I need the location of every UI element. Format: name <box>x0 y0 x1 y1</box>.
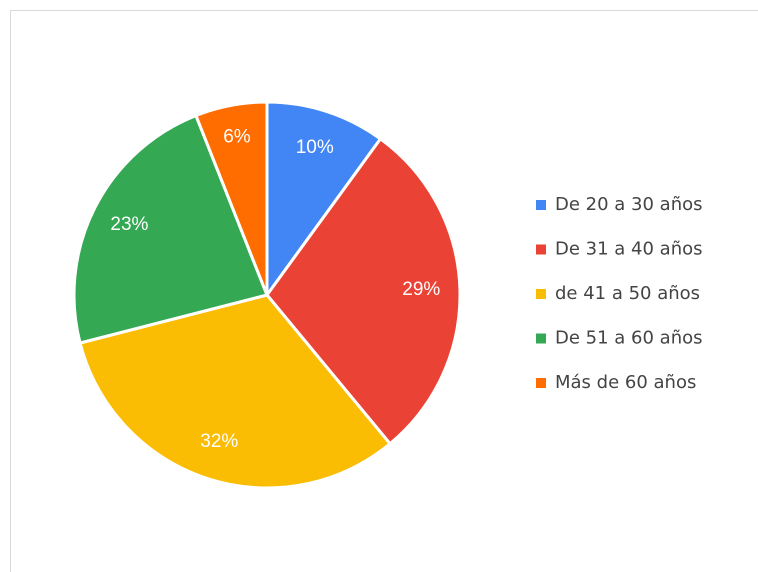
pie-slice <box>265 136 462 446</box>
legend-swatch <box>536 378 546 388</box>
legend-swatch <box>536 200 546 210</box>
legend-label: De 20 a 30 años <box>555 194 703 215</box>
pie-slice <box>72 113 270 345</box>
data-label: 10% <box>296 137 334 158</box>
data-label: 29% <box>402 279 440 300</box>
legend-label: De 51 a 60 años <box>555 328 703 349</box>
legend-swatch <box>536 244 546 255</box>
pie-slice <box>194 100 269 296</box>
data-label: 32% <box>200 431 238 452</box>
legend-label: De 31 a 40 años <box>555 239 703 260</box>
data-label: 23% <box>110 214 148 235</box>
data-label: 6% <box>223 127 251 148</box>
legend-label: Más de 60 años <box>555 372 696 393</box>
legend-label: de 41 a 50 años <box>555 283 700 304</box>
legend-swatch <box>536 289 546 299</box>
pie-slice <box>265 100 383 300</box>
legend-swatch <box>536 333 546 344</box>
pie-slice <box>78 293 393 490</box>
